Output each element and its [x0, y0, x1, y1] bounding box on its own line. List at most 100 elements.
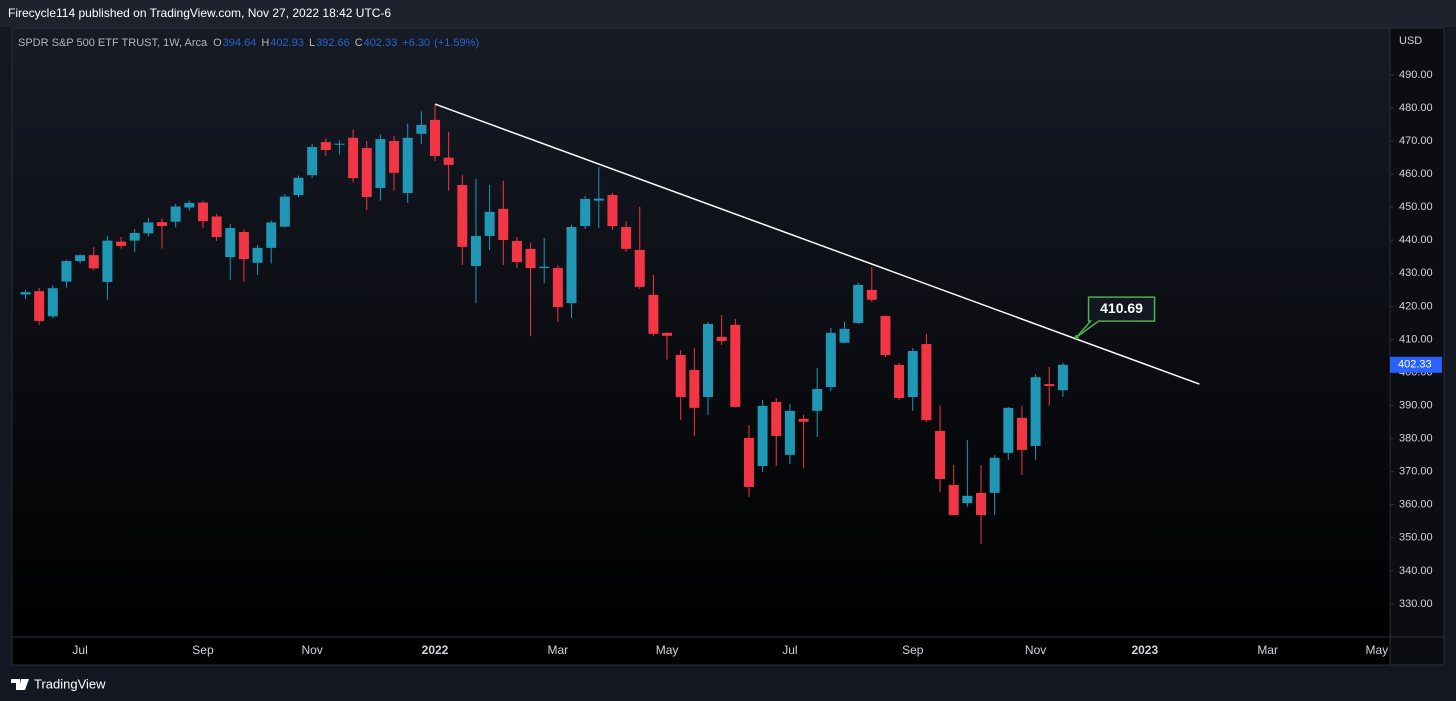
- candle-body: [34, 291, 45, 321]
- legend-change: +6.30: [402, 37, 430, 49]
- legend-key: C: [355, 37, 363, 49]
- callout-label: 410.69: [1100, 300, 1143, 316]
- legend-key: L: [309, 37, 315, 49]
- candle-body: [1016, 417, 1027, 450]
- candle-body: [484, 211, 495, 236]
- header-bar: [0, 0, 1456, 27]
- footer: TradingView: [0, 666, 1456, 701]
- x-tick-label: 2023: [1131, 643, 1158, 657]
- candle-body: [47, 288, 58, 317]
- y-tick-label: 460.00: [1399, 168, 1433, 180]
- candle-body: [116, 241, 127, 246]
- candle-body: [743, 437, 754, 487]
- candle-body: [539, 266, 550, 269]
- y-tick-label: 330.00: [1399, 598, 1433, 610]
- candle-body: [75, 255, 86, 262]
- candle-body: [784, 410, 795, 455]
- trend-line: [434, 103, 1200, 385]
- candle-body: [184, 202, 195, 208]
- candle-body: [634, 249, 645, 287]
- candle-body: [389, 141, 400, 173]
- candle-body: [839, 328, 850, 343]
- x-tick-label: Mar: [1257, 643, 1278, 657]
- header-text: Firecycle114 published on TradingView.co…: [8, 6, 391, 20]
- candle-body: [443, 157, 454, 165]
- candle-body: [935, 431, 946, 479]
- y-tick-label: 370.00: [1399, 466, 1433, 478]
- plot-area: [12, 28, 1390, 637]
- candle-body: [1003, 407, 1014, 453]
- candle-body: [866, 289, 877, 300]
- candle-body: [430, 119, 440, 156]
- candle-body: [593, 198, 604, 201]
- candle-body: [675, 354, 686, 397]
- candle-body: [921, 344, 932, 421]
- candle-body: [621, 227, 632, 249]
- candle-body: [402, 137, 413, 193]
- x-tick-label: May: [656, 643, 679, 657]
- pane-border: [11, 27, 1445, 666]
- x-tick-label: Mar: [548, 643, 569, 657]
- legend: SPDR S&P 500 ETF TRUST, 1W, Arca O 394.64…: [18, 37, 479, 49]
- brand: TradingView: [34, 676, 106, 691]
- candle-body: [771, 401, 782, 436]
- y-tick-label: 440.00: [1399, 234, 1433, 246]
- candle-body: [238, 231, 249, 260]
- x-tick-label: May: [1366, 643, 1389, 657]
- x-tick-label: Jul: [782, 643, 797, 657]
- candle-body: [293, 177, 304, 195]
- candle-body: [320, 142, 331, 150]
- legend-value: 402.93: [270, 37, 304, 49]
- x-tick-label: Jul: [72, 643, 87, 657]
- candle-body: [470, 235, 481, 267]
- price-axis: [1390, 28, 1444, 665]
- candle-body: [170, 206, 181, 222]
- legend-value: 394.64: [223, 37, 257, 49]
- candle-body: [757, 405, 768, 467]
- candle-body: [976, 492, 986, 516]
- candle-body: [375, 139, 386, 189]
- candle-body: [157, 222, 167, 227]
- candle-body: [730, 324, 741, 407]
- candle-body: [1030, 377, 1041, 446]
- x-tick-label: 2022: [422, 643, 449, 657]
- candle-body: [211, 216, 222, 237]
- candle-body: [1044, 384, 1055, 387]
- candle-body: [334, 143, 345, 145]
- y-tick-label: 390.00: [1399, 399, 1433, 411]
- candle-body: [812, 389, 823, 411]
- candle-body: [948, 484, 959, 516]
- candle-body: [962, 495, 973, 504]
- legend-symbol: SPDR S&P 500 ETF TRUST, 1W, Arca: [18, 37, 208, 49]
- last-price-tag: [1390, 356, 1442, 373]
- callout-box: [1075, 296, 1156, 338]
- y-tick-label: 380.00: [1399, 433, 1433, 445]
- candle-body: [143, 222, 154, 234]
- legend-value: 392.66: [316, 37, 350, 49]
- candle-body: [348, 137, 359, 179]
- x-tick-label: Sep: [192, 643, 214, 657]
- candle-body: [457, 185, 468, 247]
- y-tick-label: 360.00: [1399, 499, 1433, 511]
- candle-body: [662, 332, 673, 336]
- legend-key: H: [261, 37, 269, 49]
- brand-logo: [11, 679, 29, 690]
- candle-body: [102, 240, 113, 282]
- y-tick-label: 340.00: [1399, 565, 1433, 577]
- candle-body: [20, 292, 31, 295]
- candle-body: [361, 148, 372, 197]
- candle-body: [703, 323, 713, 397]
- x-tick-label: Nov: [301, 643, 322, 657]
- time-axis: [12, 637, 1390, 665]
- y-tick-label: 350.00: [1399, 532, 1433, 544]
- candle-body: [825, 332, 836, 388]
- candle-body: [1057, 364, 1068, 391]
- y-tick-label: 490.00: [1399, 69, 1433, 81]
- candle-body: [716, 336, 727, 342]
- candle-body: [552, 268, 563, 308]
- last-price-label: 402.33: [1398, 359, 1432, 371]
- footer-bar: [0, 666, 1456, 701]
- candle-body: [252, 247, 263, 263]
- y-tick-label: 450.00: [1399, 201, 1433, 213]
